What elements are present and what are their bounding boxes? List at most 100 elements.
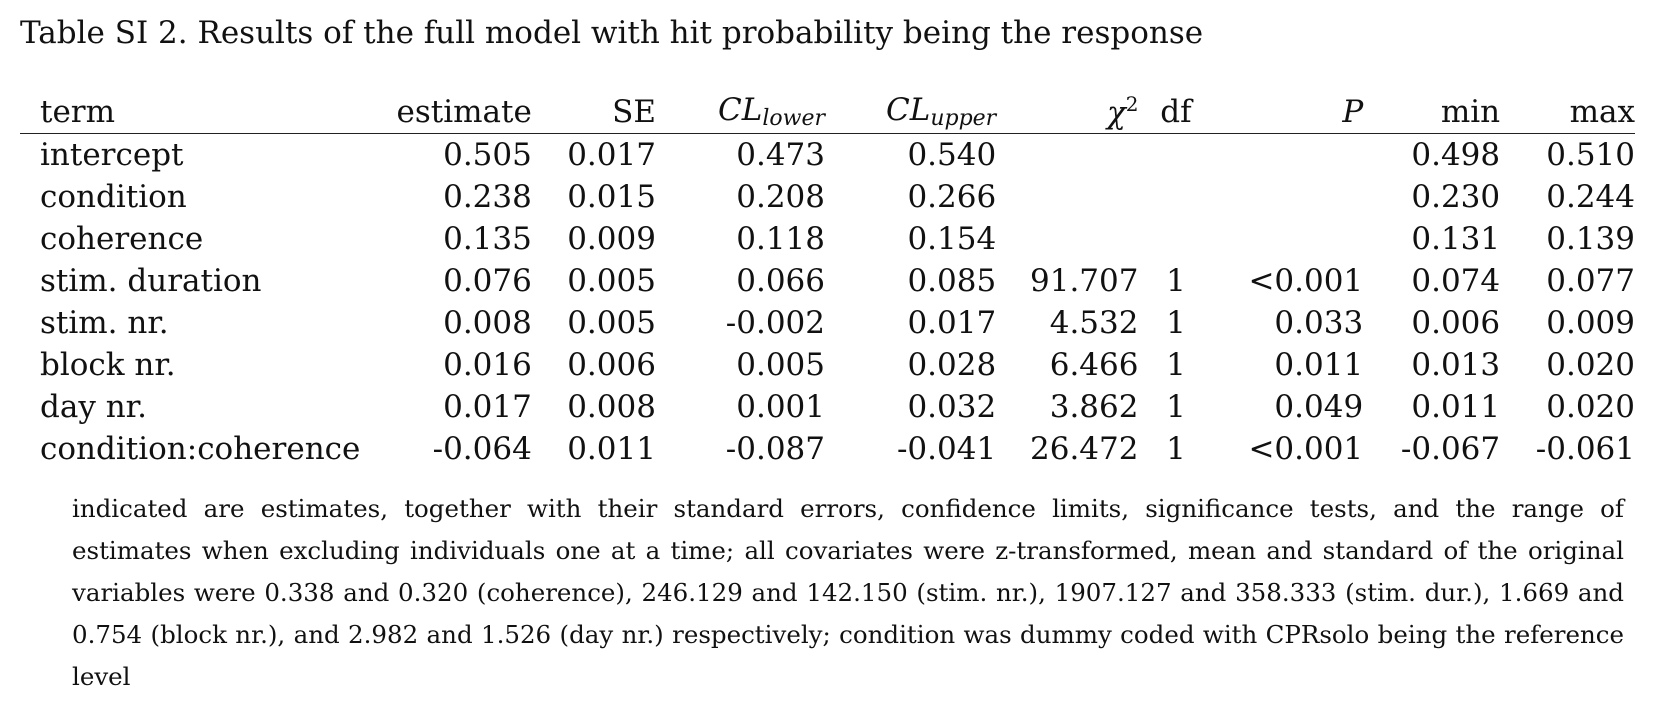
header-p: P xyxy=(1213,90,1364,134)
cell-chi-squared: 6.466 xyxy=(1049,347,1139,383)
cell-se: 0.006 xyxy=(567,347,656,383)
cell-term: condition:coherence xyxy=(40,431,361,467)
cell-cl-lower: 0.005 xyxy=(736,347,825,383)
cell-chi-squared: 4.532 xyxy=(1049,305,1139,341)
cell-cl-lower: -0.002 xyxy=(725,305,825,341)
table-row: stim. nr. 0.008 0.005 -0.002 0.017 4.532… xyxy=(20,302,1635,344)
cell-term: coherence xyxy=(40,221,204,257)
cell-max: 0.244 xyxy=(1546,179,1635,215)
cell-estimate: 0.016 xyxy=(443,347,532,383)
cell-cl-lower: 0.118 xyxy=(736,221,825,257)
cell-cl-upper: 0.017 xyxy=(907,305,997,341)
cl-lower-base: CL xyxy=(718,92,763,128)
header-cl-upper: CLupper xyxy=(825,90,997,134)
cell-min: -0.067 xyxy=(1400,431,1501,467)
cell-p xyxy=(1213,134,1363,177)
cell-chi-squared xyxy=(996,218,1138,260)
header-se: SE xyxy=(531,90,656,134)
cl-upper-base: CL xyxy=(886,92,931,128)
header-max: max xyxy=(1500,90,1635,134)
table-row: stim. duration 0.076 0.005 0.066 0.085 9… xyxy=(20,260,1635,302)
cl-upper-symbol: CLupper xyxy=(886,92,997,131)
cell-max: -0.061 xyxy=(1535,431,1635,467)
cell-min: 0.011 xyxy=(1411,389,1501,425)
cell-term: condition xyxy=(40,179,187,215)
header-df: df xyxy=(1138,90,1214,134)
cell-term: block nr. xyxy=(40,347,176,383)
table-row: intercept 0.505 0.017 0.473 0.540 0.498 … xyxy=(20,134,1635,177)
cell-chi-squared: 3.862 xyxy=(1049,389,1139,425)
cell-cl-lower: -0.087 xyxy=(725,431,825,467)
chi-base: χ xyxy=(1106,95,1126,131)
cell-p: 0.033 xyxy=(1274,305,1364,341)
cell-df: 1 xyxy=(1166,431,1186,467)
cell-min: 0.230 xyxy=(1411,179,1501,215)
results-table: term estimate SE CLlower CLupper χ2 df P… xyxy=(20,90,1635,470)
cell-cl-upper: -0.041 xyxy=(896,431,997,467)
cl-upper-subscript: upper xyxy=(930,106,997,131)
cell-cl-upper: 0.085 xyxy=(907,263,997,299)
table-row: coherence 0.135 0.009 0.118 0.154 0.131 … xyxy=(20,218,1635,260)
cell-cl-upper: 0.028 xyxy=(907,347,997,383)
cell-cl-lower: 0.208 xyxy=(736,179,825,215)
cell-df: 1 xyxy=(1166,263,1186,299)
cell-min: 0.498 xyxy=(1411,137,1501,173)
cell-min: 0.013 xyxy=(1411,347,1501,383)
cell-df: 1 xyxy=(1166,347,1186,383)
cell-estimate: 0.135 xyxy=(443,221,532,257)
cell-max: 0.020 xyxy=(1546,347,1635,383)
cell-se: 0.008 xyxy=(567,389,656,425)
cl-lower-subscript: lower xyxy=(762,106,825,131)
table-header-row: term estimate SE CLlower CLupper χ2 df P… xyxy=(20,90,1635,134)
cl-lower-symbol: CLlower xyxy=(718,92,825,131)
cell-cl-lower: 0.066 xyxy=(736,263,825,299)
cell-min: 0.074 xyxy=(1411,263,1501,299)
cell-estimate: 0.505 xyxy=(443,137,532,173)
cell-estimate: 0.017 xyxy=(443,389,532,425)
cell-p: 0.049 xyxy=(1274,389,1364,425)
cell-chi-squared xyxy=(996,134,1138,177)
cell-p xyxy=(1213,218,1363,260)
cell-p: <0.001 xyxy=(1248,431,1364,467)
cell-estimate: 0.076 xyxy=(443,263,532,299)
table-caption: Table SI 2. Results of the full model wi… xyxy=(20,15,1204,51)
cell-p xyxy=(1213,176,1363,218)
header-term: term xyxy=(20,90,385,134)
cell-estimate: 0.238 xyxy=(443,179,532,215)
header-chi-squared: χ2 xyxy=(996,90,1139,134)
cell-df: 1 xyxy=(1166,389,1186,425)
table-row: day nr. 0.017 0.008 0.001 0.032 3.862 1 … xyxy=(20,386,1635,428)
cell-term: intercept xyxy=(40,137,184,173)
table-row: block nr. 0.016 0.006 0.005 0.028 6.466 … xyxy=(20,344,1635,386)
cell-max: 0.009 xyxy=(1546,305,1635,341)
cell-cl-upper: 0.032 xyxy=(907,389,997,425)
cell-chi-squared xyxy=(996,176,1138,218)
cell-se: 0.005 xyxy=(567,263,656,299)
cell-df xyxy=(1138,134,1213,177)
cell-min: 0.131 xyxy=(1411,221,1501,257)
cell-term: day nr. xyxy=(40,389,147,425)
cell-cl-lower: 0.473 xyxy=(736,137,825,173)
cell-p: <0.001 xyxy=(1248,263,1364,299)
cell-se: 0.015 xyxy=(567,179,656,215)
cell-min: 0.006 xyxy=(1411,305,1501,341)
cell-se: 0.005 xyxy=(567,305,656,341)
cell-se: 0.017 xyxy=(567,137,656,173)
table-row: condition 0.238 0.015 0.208 0.266 0.230 … xyxy=(20,176,1635,218)
cell-chi-squared: 26.472 xyxy=(1030,431,1139,467)
cell-cl-upper: 0.154 xyxy=(907,221,997,257)
chi-squared-symbol: χ2 xyxy=(1106,92,1139,131)
cell-max: 0.139 xyxy=(1546,221,1635,257)
cell-df xyxy=(1138,176,1213,218)
cell-max: 0.020 xyxy=(1546,389,1635,425)
cell-se: 0.011 xyxy=(567,431,656,467)
cell-cl-upper: 0.540 xyxy=(907,137,997,173)
header-min: min xyxy=(1363,90,1501,134)
cell-p: 0.011 xyxy=(1274,347,1364,383)
table-note: indicated are estimates, together with t… xyxy=(72,494,1624,691)
cell-estimate: -0.064 xyxy=(432,431,532,467)
table-row: condition:coherence -0.064 0.011 -0.087 … xyxy=(20,428,1635,470)
cell-estimate: 0.008 xyxy=(443,305,532,341)
cell-chi-squared: 91.707 xyxy=(1030,263,1139,299)
header-estimate: estimate xyxy=(384,90,532,134)
